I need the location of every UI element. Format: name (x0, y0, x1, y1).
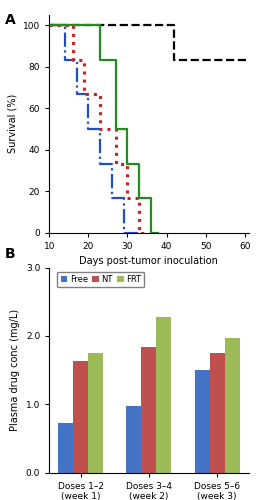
Text: B: B (5, 248, 16, 262)
Bar (88, 353, 103, 472)
X-axis label: Days post-tumor inoculation: Days post-tumor inoculation (80, 256, 218, 266)
Bar (225, 338, 240, 472)
Bar (141, 348, 156, 472)
Legend: Free, NT, FRT: Free, NT, FRT (57, 272, 145, 287)
Y-axis label: Survival (%): Survival (%) (7, 94, 17, 154)
Bar (73, 361, 88, 472)
Text: A: A (5, 12, 16, 26)
Bar (156, 318, 171, 472)
Y-axis label: Plasma drug conc (mg/L): Plasma drug conc (mg/L) (10, 309, 20, 431)
Bar (126, 406, 141, 472)
Bar (58, 424, 73, 472)
Bar (210, 353, 225, 472)
Bar (195, 370, 210, 472)
